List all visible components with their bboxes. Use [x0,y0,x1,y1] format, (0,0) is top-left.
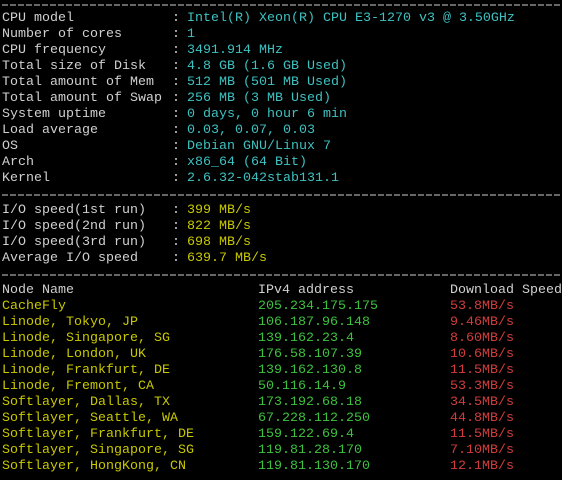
node-name: Softlayer, Seattle, WA [2,411,178,426]
divider [2,274,562,276]
download-speed: 9.46MB/s [450,315,514,330]
download-speed: 12.1MB/s [450,459,514,474]
label: OS [2,139,18,154]
value: 0 days, 0 hour 6 min [187,107,347,122]
download-speed: 10.6MB/s [450,347,514,362]
node-name: CacheFly [2,299,66,314]
label: Kernel [2,171,50,186]
label: I/O speed(2nd run) [2,219,146,234]
divider [2,194,562,196]
ip-address: 139.162.130.8 [258,363,362,378]
node-name: Linode, Singapore, SG [2,331,170,346]
value: 399 MB/s [187,203,251,218]
node-name: Linode, Tokyo, JP [2,315,138,330]
label: I/O speed(1st run) [2,203,146,218]
ip-address: 119.81.130.170 [258,459,370,474]
header-node: Node Name [2,283,74,298]
value: 1 [187,27,195,42]
ip-address: 205.234.175.175 [258,299,378,314]
value: 256 MB (3 MB Used) [187,91,331,106]
value: 639.7 MB/s [187,251,267,266]
separator: : [172,219,180,234]
separator: : [172,235,180,250]
label: CPU frequency [2,43,106,58]
download-speed: 44.8MB/s [450,411,514,426]
separator: : [172,43,180,58]
ip-address: 139.162.23.4 [258,331,354,346]
label: Number of cores [2,27,122,42]
node-name: Linode, Frankfurt, DE [2,363,170,378]
separator: : [172,251,180,266]
ip-address: 173.192.68.18 [258,395,362,410]
node-name: Softlayer, Frankfurt, DE [2,427,194,442]
separator: : [172,27,180,42]
value: 0.03, 0.07, 0.03 [187,123,315,138]
separator: : [172,123,180,138]
download-speed: 11.5MB/s [450,427,514,442]
label: Load average [2,123,98,138]
value: 4.8 GB (1.6 GB Used) [187,59,347,74]
value: Debian GNU/Linux 7 [187,139,331,154]
ip-address: 106.187.96.148 [258,315,370,330]
separator: : [172,11,180,26]
separator: : [172,155,180,170]
download-speed: 7.10MB/s [450,443,514,458]
separator: : [172,59,180,74]
download-speed: 8.60MB/s [450,331,514,346]
download-speed: 34.5MB/s [450,395,514,410]
download-speed: 11.5MB/s [450,363,514,378]
label: Total size of Disk [2,59,146,74]
separator: : [172,107,180,122]
value: x86_64 (64 Bit) [187,155,307,170]
node-name: Linode, London, UK [2,347,146,362]
ip-address: 50.116.14.9 [258,379,346,394]
separator: : [172,75,180,90]
ip-address: 67.228.112.250 [258,411,370,426]
download-speed: 53.8MB/s [450,299,514,314]
ip-address: 159.122.69.4 [258,427,354,442]
node-name: Softlayer, HongKong, CN [2,459,186,474]
node-name: Softlayer, Singapore, SG [2,443,194,458]
label: Total amount of Swap [2,91,162,106]
download-speed: 53.3MB/s [450,379,514,394]
value: 822 MB/s [187,219,251,234]
node-name: Softlayer, Dallas, TX [2,395,170,410]
value: 698 MB/s [187,235,251,250]
label: Total amount of Mem [2,75,154,90]
value: 2.6.32-042stab131.1 [187,171,339,186]
header-speed: Download Speed [450,283,562,298]
value: 512 MB (501 MB Used) [187,75,347,90]
node-name: Linode, Fremont, CA [2,379,154,394]
header-ip: IPv4 address [258,283,354,298]
value: Intel(R) Xeon(R) CPU E3-1270 v3 @ 3.50GH… [187,11,515,26]
separator: : [172,91,180,106]
divider [2,4,562,6]
label: Arch [2,155,34,170]
separator: : [172,139,180,154]
separator: : [172,203,180,218]
label: System uptime [2,107,106,122]
ip-address: 176.58.107.39 [258,347,362,362]
label: CPU model [2,11,74,26]
label: I/O speed(3rd run) [2,235,146,250]
label: Average I/O speed [2,251,138,266]
value: 3491.914 MHz [187,43,283,58]
ip-address: 119.81.28.170 [258,443,362,458]
separator: : [172,171,180,186]
